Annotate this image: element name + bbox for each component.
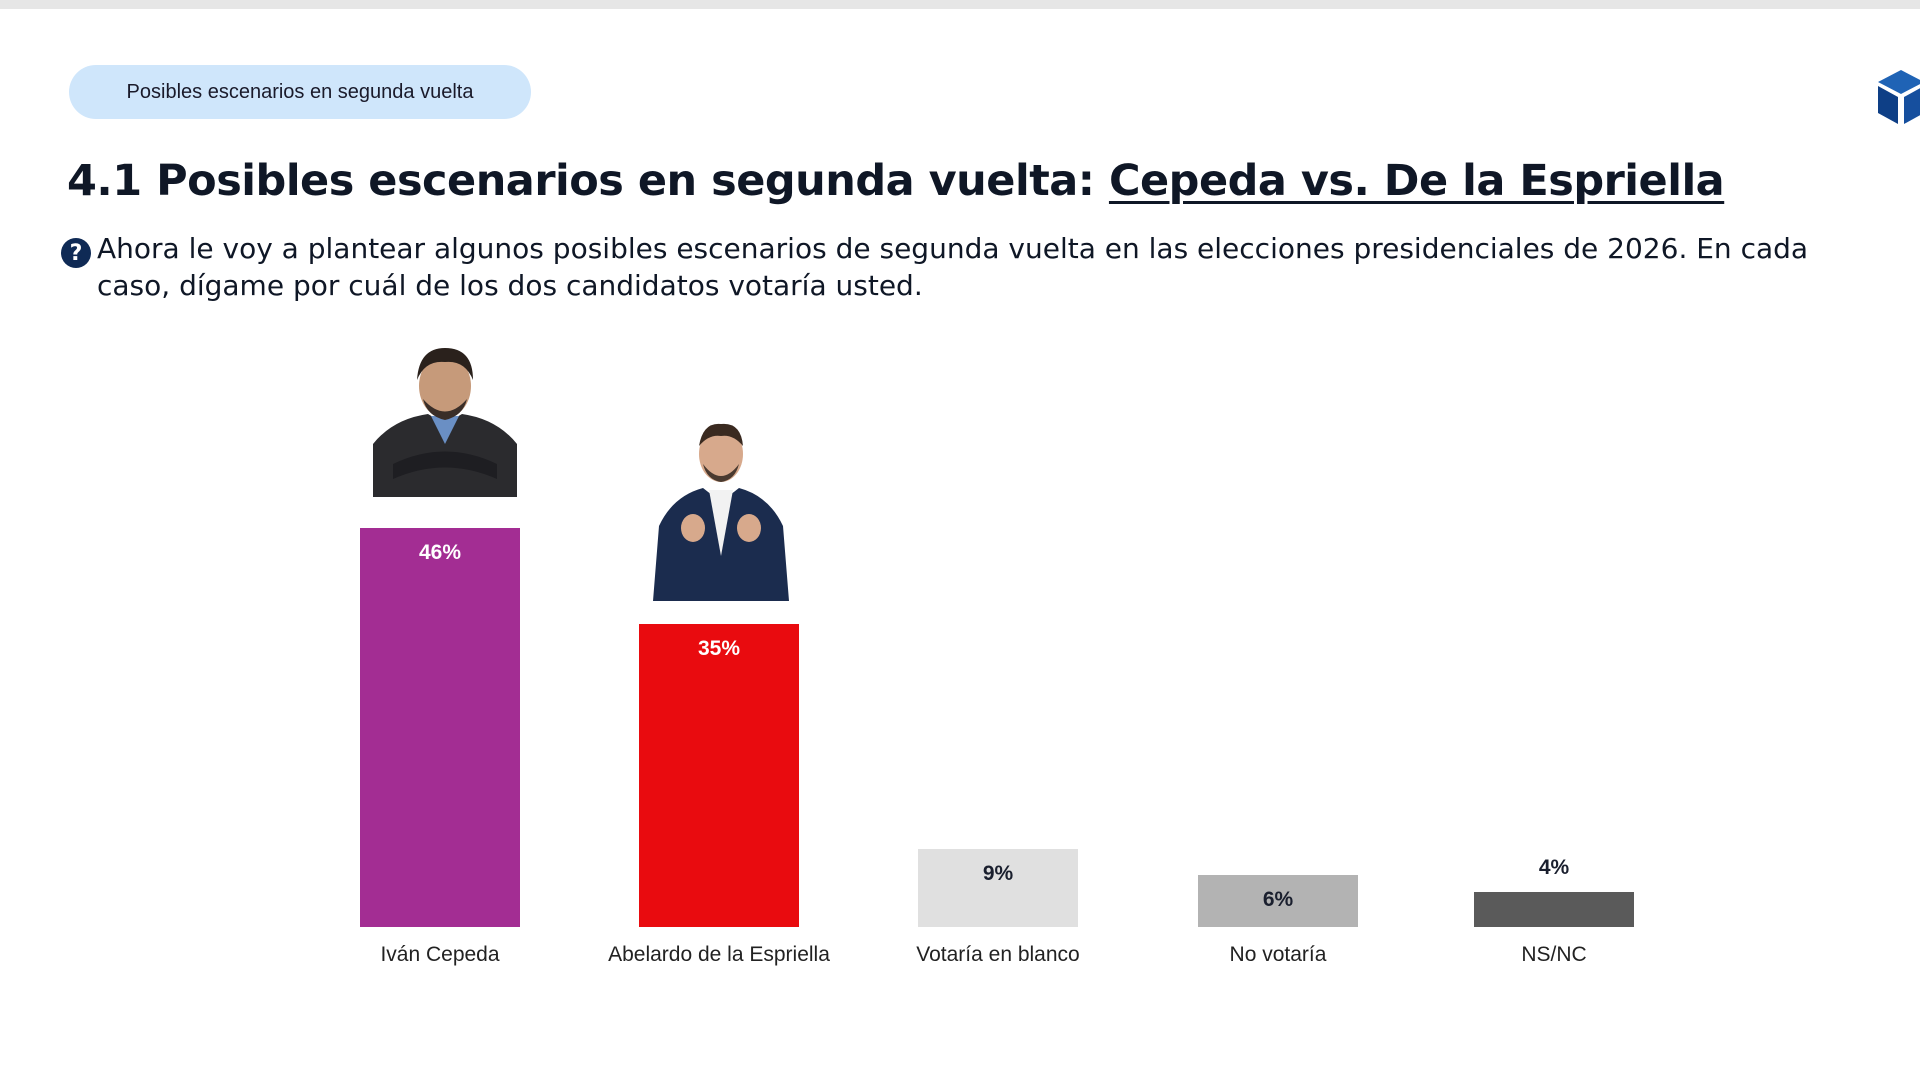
candidate-photo-cepeda xyxy=(373,348,517,497)
bar-0 xyxy=(360,528,520,927)
page-title: 4.1 Posibles escenarios en segunda vuelt… xyxy=(67,156,1725,206)
category-label-3: No votaría xyxy=(1229,943,1327,966)
bar-4 xyxy=(1474,892,1634,927)
candidate-photo-espriella xyxy=(653,423,789,601)
data-label-1: 35% xyxy=(697,636,741,660)
category-label-4: NS/NC xyxy=(1521,943,1587,966)
question-circle-icon: ? xyxy=(61,238,91,268)
category-label-0: Iván Cepeda xyxy=(380,943,500,966)
data-label-3: 6% xyxy=(1262,887,1294,911)
data-label-2: 9% xyxy=(982,861,1014,885)
title-prefix: 4.1 Posibles escenarios en segunda vuelt… xyxy=(67,156,1109,206)
title-emphasis: Cepeda vs. De la Espriella xyxy=(1108,156,1725,206)
data-label-4: 4% xyxy=(1538,856,1570,880)
category-label-1: Abelardo de la Espriella xyxy=(608,943,830,966)
data-label-0: 46% xyxy=(418,541,462,565)
bar-3 xyxy=(1198,874,1358,927)
cube-logo-icon xyxy=(1878,70,1920,124)
survey-question: Ahora le voy a plantear algunos posibles… xyxy=(97,232,1809,302)
section-tag: Posibles escenarios en segunda vuelta xyxy=(69,65,531,119)
category-label-2: Votaría en blanco xyxy=(916,943,1080,966)
bar-2 xyxy=(918,848,1078,927)
bar-1 xyxy=(639,623,799,927)
top-bar xyxy=(0,0,1920,9)
